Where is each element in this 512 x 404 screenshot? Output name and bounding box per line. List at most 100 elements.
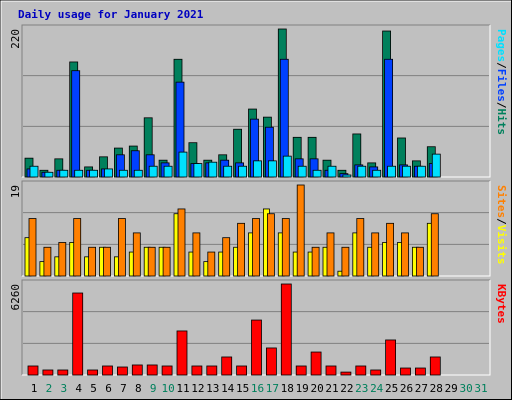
bar [74, 169, 84, 178]
chart-title: Daily usage for January 2021 [18, 8, 204, 21]
bar [133, 169, 143, 178]
legend-separator: / [495, 102, 508, 109]
bar [387, 165, 397, 178]
x-tick-label: 1 [31, 382, 38, 395]
x-tick-label: 22 [340, 382, 353, 395]
x-tick-label: 5 [90, 382, 97, 395]
x-tick-label: 2 [46, 382, 53, 395]
y-tick-label: 19 [9, 185, 22, 198]
bar [265, 347, 277, 376]
bar [87, 369, 98, 376]
x-tick-label: 8 [135, 382, 142, 395]
bar [326, 232, 335, 277]
bar [238, 165, 248, 178]
bar [371, 232, 380, 277]
bar [431, 153, 441, 178]
bar [221, 356, 233, 376]
x-tick-label: 19 [296, 382, 309, 395]
bar [356, 218, 365, 277]
bar [251, 319, 262, 376]
legend: KBytes [495, 284, 508, 324]
panel-bevel [21, 180, 490, 276]
x-tick-label: 12 [191, 382, 204, 395]
bar [252, 218, 260, 277]
bar [429, 356, 441, 376]
bar [131, 364, 143, 376]
bar [89, 169, 98, 178]
bar [341, 246, 350, 277]
bar [237, 222, 246, 277]
bar [43, 246, 52, 277]
bar [223, 165, 233, 178]
bar [42, 369, 54, 376]
bar [102, 365, 113, 376]
bar [370, 369, 382, 376]
y-tick-label: 6260 [9, 284, 22, 311]
bar [147, 246, 156, 277]
bar [384, 58, 394, 178]
legend-entry: Hits [495, 109, 508, 136]
x-tick-label: 18 [281, 382, 294, 395]
legend-separator: / [495, 62, 508, 69]
bar [416, 165, 426, 178]
legend-entry: KBytes [495, 284, 508, 324]
bar [104, 168, 113, 178]
bar [267, 160, 277, 178]
bar [327, 165, 337, 178]
bar [414, 367, 426, 376]
bar [73, 218, 82, 277]
bar [430, 213, 439, 277]
bar [222, 237, 231, 277]
bar [297, 165, 307, 178]
x-tick-label: 4 [75, 382, 82, 395]
legend: Pages/Files/Hits [495, 29, 508, 135]
bar [72, 292, 84, 376]
x-tick-label: 17 [266, 382, 279, 395]
bar [400, 367, 411, 376]
y-tick-label: 220 [9, 29, 22, 49]
bar [311, 246, 320, 277]
bar [29, 165, 39, 178]
x-tick-label: 7 [120, 382, 127, 395]
x-tick-label: 28 [430, 382, 443, 395]
panel-bevel [21, 279, 490, 375]
x-tick-label: 9 [150, 382, 157, 395]
bar [280, 283, 292, 376]
bar [103, 246, 111, 277]
legend-entry: Visits [495, 225, 508, 265]
bar [176, 330, 188, 376]
x-tick-label: 27 [415, 382, 428, 395]
bar [118, 218, 126, 277]
x-tick-label: 3 [60, 382, 67, 395]
bar [177, 208, 186, 277]
bar [27, 365, 39, 376]
bar [372, 169, 382, 178]
bar [117, 366, 128, 376]
bar [282, 155, 292, 178]
legend-entry: Sites [495, 185, 508, 218]
bar [342, 174, 352, 178]
x-tick-label: 13 [206, 382, 219, 395]
bar [178, 151, 188, 178]
bar [206, 365, 218, 376]
bar [132, 232, 141, 277]
x-tick-label: 11 [176, 382, 189, 395]
x-tick-label: 21 [325, 382, 338, 395]
x-tick-label: 15 [236, 382, 249, 395]
x-tick-label: 23 [355, 382, 368, 395]
bar [88, 246, 96, 277]
panel-bevel [21, 24, 490, 177]
bar [148, 165, 158, 178]
bar [253, 160, 262, 178]
bar [401, 232, 409, 277]
bar [281, 218, 290, 277]
bar [355, 365, 367, 376]
bar [208, 161, 218, 178]
legend: Sites/Visits [495, 185, 508, 265]
bar [161, 365, 173, 376]
bar [236, 365, 248, 376]
bar [146, 364, 158, 376]
bar [59, 169, 69, 178]
x-tick-label: 31 [474, 382, 487, 395]
